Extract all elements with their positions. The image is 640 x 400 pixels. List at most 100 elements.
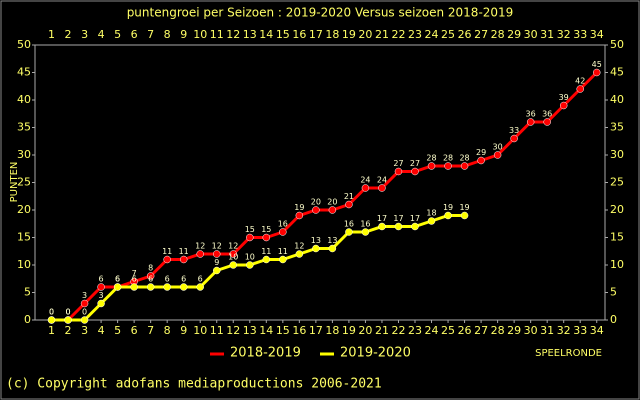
x-tick-label: 6	[131, 324, 138, 337]
data-point	[262, 233, 271, 242]
data-point	[411, 167, 419, 176]
x-tick-label: 23	[408, 324, 422, 337]
x-tick-label-top: 31	[540, 28, 554, 41]
chart-title: puntengroei per Seizoen : 2019-2020 Vers…	[127, 6, 514, 20]
x-tick-label-top: 7	[147, 28, 154, 41]
data-label: 12	[212, 242, 222, 251]
x-tick-label-top: 16	[292, 28, 306, 41]
x-tick-label-top: 30	[524, 28, 538, 41]
data-point	[444, 211, 452, 220]
x-tick-label: 31	[540, 324, 554, 337]
data-label: 9	[214, 258, 219, 267]
data-point	[80, 316, 89, 324]
x-tick-label: 11	[210, 324, 224, 337]
y-tick-label-right: 35	[610, 121, 624, 134]
x-tick-label-top: 12	[226, 28, 240, 41]
data-label: 16	[360, 220, 370, 229]
data-point	[246, 233, 254, 242]
x-tick-label-top: 3	[81, 28, 88, 41]
data-label: 17	[393, 214, 403, 223]
data-label: 30	[493, 143, 503, 152]
data-point	[279, 228, 287, 236]
y-tick-label: 50	[17, 38, 31, 51]
data-label: 11	[179, 247, 189, 256]
x-tick-label: 34	[590, 324, 604, 337]
x-tick-label: 15	[276, 324, 290, 337]
x-tick-label-top: 20	[358, 28, 372, 41]
x-tick-label: 14	[259, 324, 273, 337]
data-point	[196, 283, 204, 291]
data-label: 17	[410, 214, 420, 223]
data-point	[592, 68, 601, 77]
data-point	[97, 283, 105, 291]
x-tick-label-top: 25	[441, 28, 455, 41]
data-point	[328, 206, 337, 214]
x-tick-label: 2	[65, 324, 72, 337]
data-point	[526, 118, 535, 126]
x-tick-label-top: 24	[425, 28, 439, 41]
x-tick-label: 13	[243, 324, 257, 337]
data-point	[444, 162, 452, 170]
x-tick-label-top: 27	[474, 28, 488, 41]
y-tick-label-right: 0	[610, 313, 617, 326]
x-tick-label-top: 15	[276, 28, 290, 41]
data-label: 24	[360, 176, 370, 185]
x-tick-label-top: 5	[114, 28, 121, 41]
x-tick-label: 12	[226, 324, 240, 337]
x-tick-label-top: 1	[48, 28, 55, 41]
data-point	[163, 283, 171, 291]
x-tick-label-top: 17	[309, 28, 323, 41]
data-label: 6	[115, 275, 120, 284]
data-label: 24	[377, 176, 387, 185]
data-label: 13	[311, 236, 321, 245]
data-point	[262, 255, 271, 264]
data-label: 0	[65, 308, 70, 317]
x-tick-label: 20	[358, 324, 372, 337]
data-label: 13	[327, 236, 337, 245]
x-tick-label: 22	[391, 324, 405, 337]
x-tick-label: 3	[81, 324, 88, 337]
x-tick-label: 17	[309, 324, 323, 337]
data-label: 0	[82, 308, 87, 317]
data-point	[394, 167, 403, 176]
data-point	[146, 283, 155, 291]
data-label: 16	[344, 220, 354, 229]
data-label: 6	[165, 275, 170, 284]
x-tick-label: 32	[557, 324, 571, 337]
data-label: 0	[49, 308, 54, 317]
y-tick-label-right: 40	[610, 93, 624, 106]
data-label: 6	[198, 275, 203, 284]
data-point	[212, 250, 221, 258]
x-tick-label-top: 8	[164, 28, 171, 41]
data-label: 0	[65, 308, 70, 317]
footer: (c) Copyright adofans mediaproductions 2…	[6, 377, 382, 392]
data-label: 29	[476, 148, 486, 157]
x-tick-label: 7	[147, 324, 154, 337]
data-point	[576, 85, 584, 93]
data-point	[295, 211, 304, 220]
data-point	[246, 261, 254, 269]
data-point	[130, 283, 138, 291]
y-tick-label: 15	[17, 231, 31, 244]
data-point	[378, 222, 386, 231]
x-tick-label-top: 32	[557, 28, 571, 41]
y-tick-label: 5	[24, 286, 31, 299]
data-point	[361, 228, 370, 236]
x-tick-label-top: 21	[375, 28, 389, 41]
y-axis-label: PUNTEN	[9, 162, 20, 203]
data-label: 27	[410, 159, 420, 168]
data-label: 39	[559, 93, 569, 102]
x-tick-label-top: 22	[391, 28, 405, 41]
data-point	[64, 316, 72, 324]
x-tick-label-top: 34	[590, 28, 604, 41]
x-tick-label: 18	[325, 324, 339, 337]
x-tick-label-top: 28	[491, 28, 505, 41]
data-point	[345, 228, 353, 236]
data-label: 6	[99, 275, 104, 284]
data-point	[477, 156, 485, 165]
data-label: 18	[426, 209, 436, 218]
data-label: 19	[294, 203, 304, 212]
y-tick-label: 25	[17, 176, 31, 189]
